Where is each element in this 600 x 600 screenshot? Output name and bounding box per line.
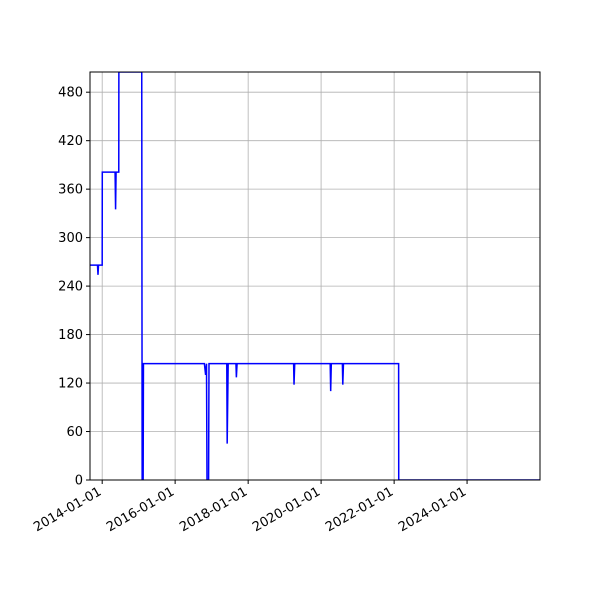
y-tick-label-6: 360 (58, 183, 83, 198)
x-tick-label-3: 2020-01-01 (250, 484, 323, 535)
y-tick-label-8: 480 (58, 86, 83, 101)
y-tick-label-2: 120 (58, 377, 83, 392)
plot-frame (89, 71, 541, 481)
axis-ticks: 0 60 120 180 240 300 360 420 480 2014-01-01 2016-0… (31, 86, 469, 536)
y-tick-label-0: 0 (75, 474, 83, 489)
x-tick-label-0: 2014-01-01 (31, 484, 104, 535)
series-line-0 (90, 72, 540, 480)
y-tick-label-1: 60 (66, 425, 83, 440)
x-tick-label-1: 2016-01-01 (104, 484, 177, 535)
series-layer (90, 72, 540, 480)
y-tick-label-4: 240 (58, 280, 83, 295)
x-tick-label-2: 2018-01-01 (177, 484, 250, 535)
y-tick-label-5: 300 (58, 231, 83, 246)
y-tick-label-7: 420 (58, 134, 83, 149)
x-tick-label-4: 2022-01-01 (323, 484, 396, 535)
y-tick-label-3: 180 (58, 328, 83, 343)
grid-lines (90, 72, 540, 481)
x-tick-label-5: 2024-01-01 (396, 484, 469, 535)
